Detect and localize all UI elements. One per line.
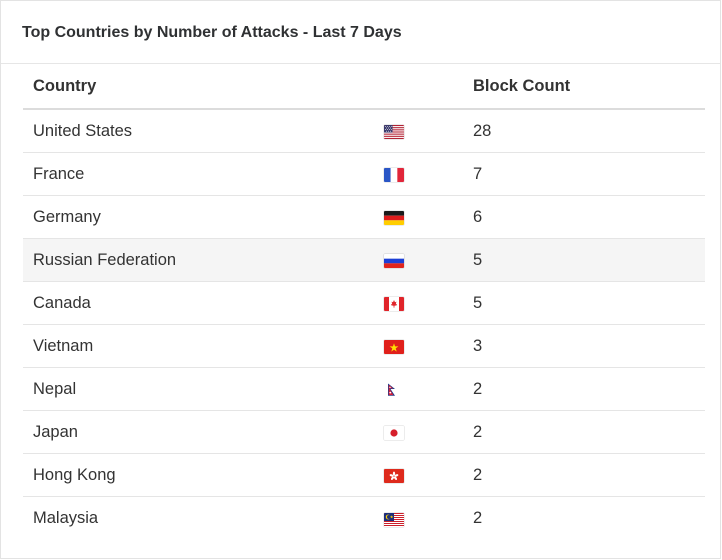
table-header: Country Block Count <box>23 64 705 110</box>
hk-flag-icon <box>384 469 404 483</box>
country-name: Malaysia <box>33 509 99 527</box>
fr-flag-icon <box>384 168 404 182</box>
block-count: 5 <box>473 250 483 269</box>
country-name: Germany <box>33 207 101 226</box>
table-row: Russian Federation 5 <box>23 239 705 282</box>
jp-flag-icon <box>384 426 404 440</box>
block-count-column-header: Block Count <box>473 76 571 95</box>
country-name: Hong Kong <box>33 465 116 484</box>
country-name: Canada <box>33 293 91 312</box>
table-row: France 7 <box>23 153 705 196</box>
widget-title: Top Countries by Number of Attacks - Las… <box>22 24 402 41</box>
de-flag-icon <box>384 211 404 225</box>
us-flag-icon <box>384 125 404 139</box>
block-count: 28 <box>473 121 492 140</box>
np-flag-icon <box>384 383 404 397</box>
table-row: Malaysia <box>23 497 705 540</box>
table-row: Nepal 2 <box>23 368 705 411</box>
table-row: Hong Kong 2 <box>23 454 705 497</box>
country-name: France <box>33 164 85 183</box>
countries-table: Country Block Count United States <box>23 64 705 540</box>
table-row: United States <box>23 110 705 153</box>
widget-header: Top Countries by Number of Attacks - Las… <box>1 1 720 64</box>
block-count: 2 <box>473 379 483 398</box>
block-count: 5 <box>473 293 483 312</box>
country-column-header: Country <box>33 76 97 95</box>
block-count: 3 <box>473 336 483 355</box>
table-row: Vietnam 3 <box>23 325 705 368</box>
block-count: 6 <box>473 207 483 226</box>
table-row: Japan 2 <box>23 411 705 454</box>
ru-flag-icon <box>384 254 404 268</box>
table-row: Germany 6 <box>23 196 705 239</box>
country-name: Russian Federation <box>33 250 177 269</box>
vn-flag-icon <box>384 340 404 354</box>
my-flag-icon <box>384 512 404 527</box>
block-count: 2 <box>473 422 483 441</box>
table-row: Canada 5 <box>23 282 705 325</box>
country-name: United States <box>33 121 133 140</box>
block-count: 2 <box>473 509 483 527</box>
ca-flag-icon <box>384 297 404 311</box>
block-count: 7 <box>473 164 483 183</box>
country-name: Vietnam <box>33 336 94 355</box>
block-count: 2 <box>473 465 483 484</box>
country-name: Japan <box>33 422 78 441</box>
country-name: Nepal <box>33 379 77 398</box>
